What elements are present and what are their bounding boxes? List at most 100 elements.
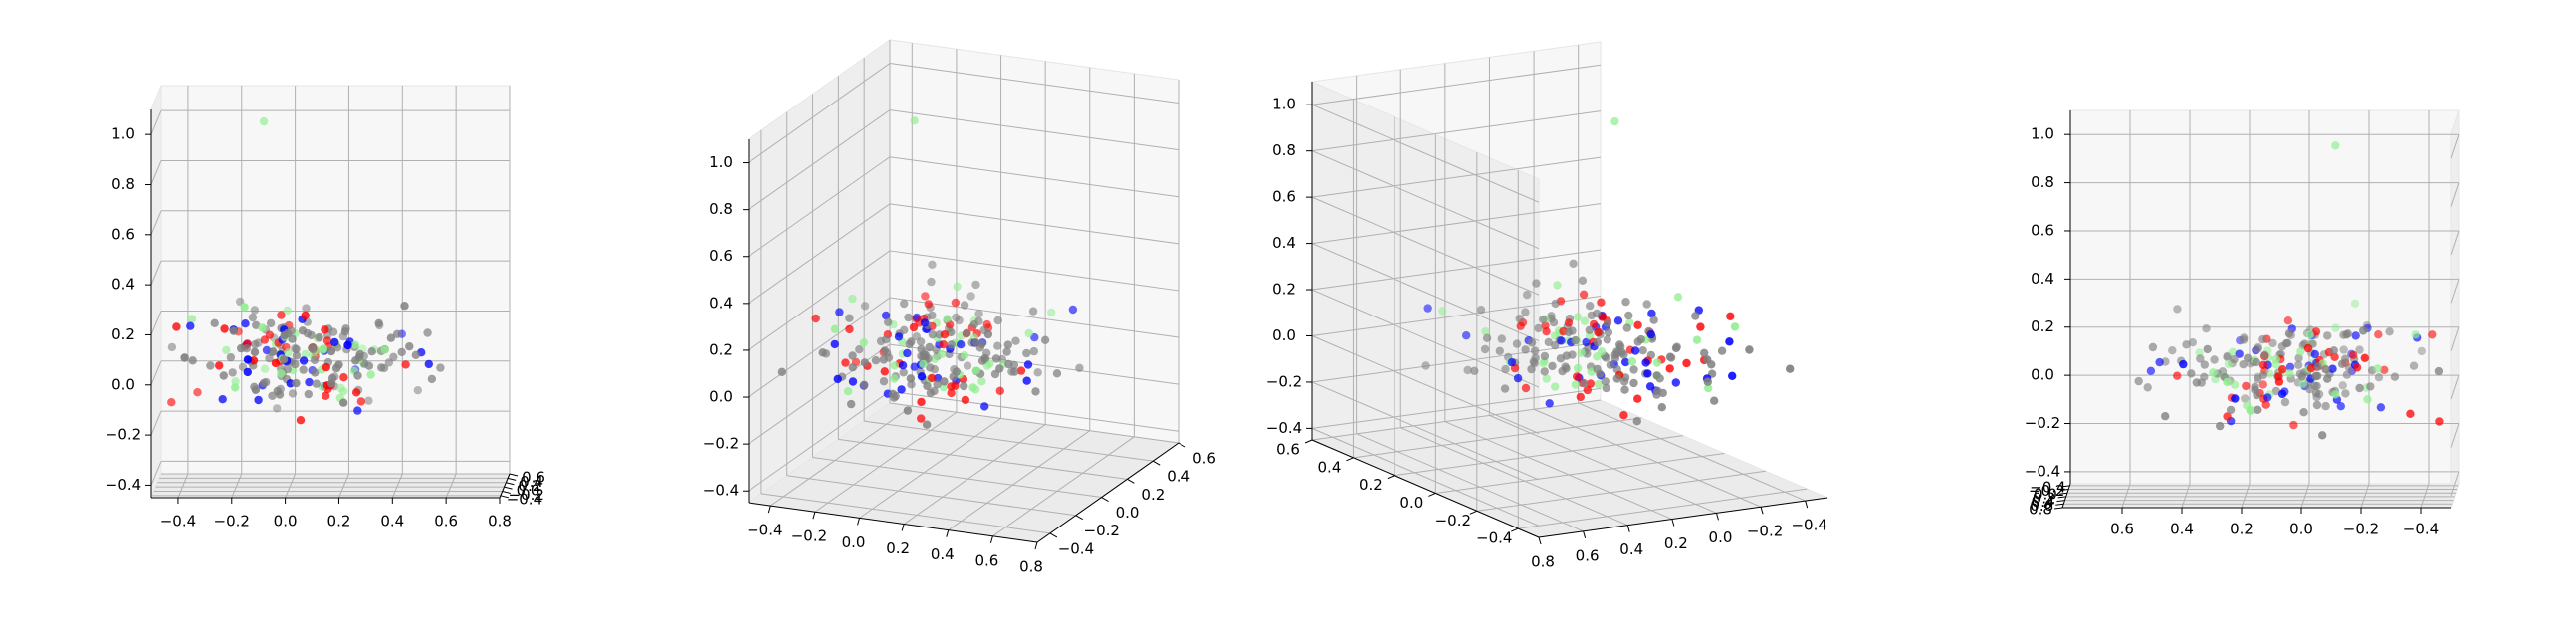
data-point — [1665, 364, 1674, 373]
data-point — [1649, 316, 1658, 324]
data-point — [1603, 318, 1612, 327]
x-tick-label: −0.4 — [2403, 521, 2439, 538]
data-point — [1573, 372, 1582, 381]
data-point — [1480, 344, 1490, 354]
data-point — [1627, 357, 1637, 366]
data-point — [2311, 388, 2321, 398]
data-point — [229, 326, 238, 335]
data-point — [2359, 326, 2368, 335]
data-point — [2434, 366, 2444, 376]
z-tick-label: 0.8 — [709, 200, 733, 218]
data-point — [995, 364, 1004, 373]
data-point — [2173, 305, 2182, 314]
data-point — [933, 380, 942, 389]
grid-line — [1435, 452, 1725, 494]
data-point — [423, 328, 432, 337]
data-point — [2331, 141, 2340, 150]
data-point — [2360, 353, 2369, 362]
data-point — [1545, 399, 1554, 408]
data-point — [291, 359, 300, 369]
grid-line — [748, 250, 891, 351]
y-tick — [2058, 492, 2067, 495]
data-point — [910, 116, 919, 125]
data-point — [389, 352, 398, 361]
data-point — [251, 385, 261, 394]
data-point — [2366, 382, 2375, 391]
data-point — [305, 377, 314, 387]
data-point — [228, 368, 237, 377]
data-point — [890, 361, 899, 370]
y-tick — [1178, 442, 1186, 448]
data-point — [1624, 311, 1633, 320]
x-tick-label: −0.2 — [791, 527, 827, 545]
data-point — [848, 351, 857, 360]
z-tick-label: 0.2 — [709, 340, 733, 358]
grid-line — [864, 420, 1154, 462]
data-point — [1682, 358, 1691, 368]
grid-line — [1311, 249, 1602, 291]
grid-line — [150, 160, 162, 185]
x-tick-label: 0.0 — [274, 513, 298, 530]
grid-line — [1578, 402, 1806, 502]
grid-line — [770, 405, 913, 507]
data-point — [859, 338, 869, 347]
x-tick — [946, 529, 950, 537]
y-tick — [2060, 489, 2069, 492]
data-point — [2305, 330, 2314, 339]
y-tick-label: 0.0 — [1116, 504, 1140, 522]
data-point — [2296, 347, 2305, 356]
data-point — [374, 318, 383, 328]
z-tick-label: 0.4 — [2031, 270, 2054, 288]
x-tick — [767, 505, 771, 514]
data-point — [903, 348, 912, 358]
data-point — [2143, 383, 2152, 392]
data-point — [392, 329, 402, 338]
data-point — [315, 332, 323, 342]
data-point — [243, 367, 252, 377]
data-point — [1016, 366, 1026, 375]
data-point — [1619, 411, 1628, 420]
data-point — [2223, 352, 2232, 362]
data-point — [319, 344, 328, 353]
data-point — [1717, 346, 1727, 355]
data-point — [1621, 298, 1630, 307]
data-point — [907, 337, 916, 346]
x-tick-label: 0.4 — [931, 545, 955, 563]
pane — [2069, 109, 2460, 485]
data-point — [1652, 358, 1662, 367]
z-tick-label: −0.2 — [703, 435, 739, 453]
data-point — [1481, 327, 1490, 336]
data-point — [1585, 325, 1595, 334]
data-point — [364, 396, 373, 405]
z-tick-label: −0.4 — [703, 482, 739, 500]
data-point — [1527, 338, 1537, 347]
data-point — [210, 318, 219, 327]
data-point — [1589, 319, 1599, 329]
y-tick-label: 0.2 — [1141, 486, 1165, 504]
data-point — [2254, 374, 2262, 384]
data-point — [1726, 312, 1735, 320]
data-point — [436, 363, 445, 372]
data-point — [2251, 385, 2259, 394]
data-point — [2188, 338, 2197, 347]
grid-line — [1311, 341, 1602, 383]
data-point — [312, 379, 321, 388]
data-point — [1548, 361, 1557, 371]
data-point — [880, 367, 889, 376]
data-point — [265, 353, 274, 363]
data-point — [1462, 331, 1471, 340]
data-point — [2209, 368, 2218, 377]
y-axis-line — [1036, 442, 1180, 543]
data-point — [339, 373, 348, 382]
data-point — [222, 345, 231, 355]
data-point — [353, 406, 362, 415]
data-point — [1598, 347, 1607, 356]
data-point — [847, 399, 856, 409]
data-point — [351, 388, 361, 397]
data-point — [1438, 307, 1447, 316]
data-point — [2210, 355, 2219, 364]
data-point — [322, 391, 330, 400]
y-tick-label: −0.4 — [1476, 529, 1512, 547]
data-point — [2380, 365, 2389, 374]
